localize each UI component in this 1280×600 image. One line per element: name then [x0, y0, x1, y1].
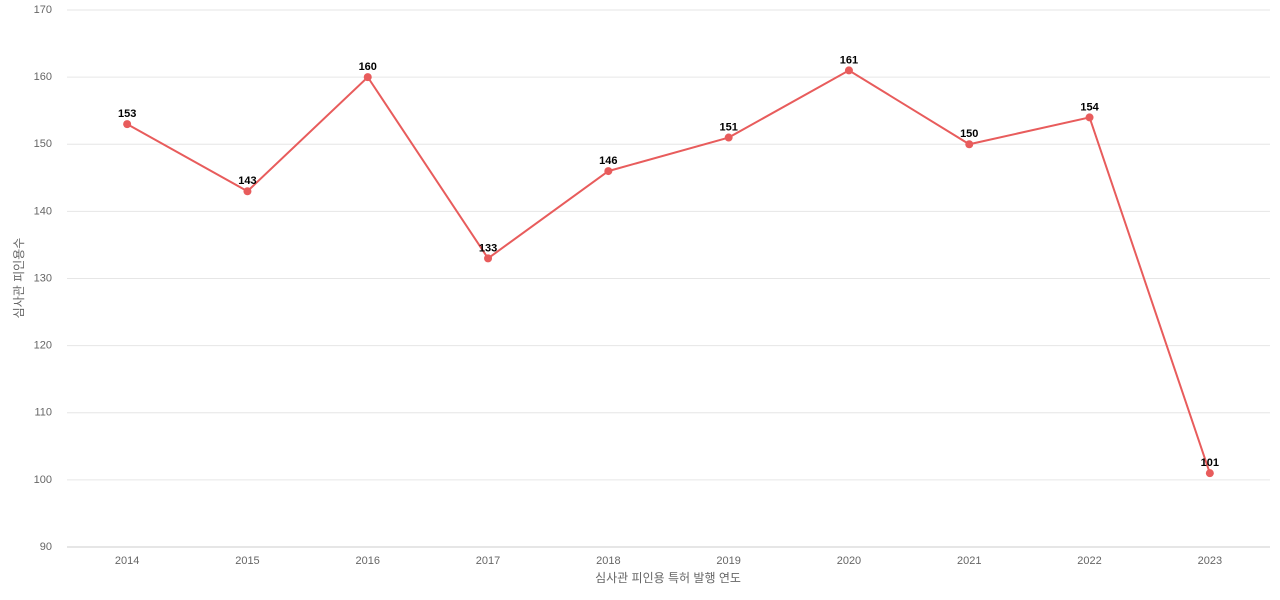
value-label: 160 — [359, 61, 377, 73]
point — [123, 120, 132, 129]
y-tick-label: 170 — [34, 4, 52, 16]
y-tick-label: 150 — [34, 138, 52, 150]
value-label: 153 — [118, 108, 136, 120]
x-tick-label: 2022 — [1077, 555, 1101, 567]
point — [363, 73, 372, 82]
y-tick-label: 140 — [34, 205, 52, 217]
value-label: 154 — [1080, 101, 1099, 113]
point — [1205, 469, 1214, 478]
x-tick-label: 2015 — [235, 555, 259, 567]
value-label: 133 — [479, 242, 497, 254]
y-axis-label: 심사관 피인용수 — [12, 238, 26, 319]
x-tick-label: 2020 — [837, 555, 861, 567]
x-tick-label: 2023 — [1198, 555, 1222, 567]
value-label: 161 — [840, 54, 858, 66]
point — [243, 187, 252, 196]
x-tick-label: 2019 — [716, 555, 740, 567]
x-tick-label: 2021 — [957, 555, 981, 567]
x-tick-label: 2014 — [115, 555, 139, 567]
x-tick-label: 2017 — [476, 555, 500, 567]
y-tick-label: 110 — [34, 407, 52, 419]
y-tick-label: 120 — [34, 340, 52, 352]
value-label: 151 — [719, 121, 737, 133]
value-label: 150 — [960, 128, 978, 140]
x-axis-label: 심사관 피인용 특허 발행 연도 — [595, 570, 741, 585]
point — [965, 140, 974, 149]
x-tick-label: 2018 — [596, 555, 620, 567]
value-label: 143 — [238, 175, 256, 187]
y-tick-label: 90 — [40, 541, 52, 553]
point — [1085, 113, 1094, 122]
value-label: 101 — [1201, 457, 1219, 469]
point — [844, 66, 853, 75]
y-tick-label: 130 — [34, 272, 52, 284]
y-tick-label: 100 — [34, 474, 52, 486]
value-label: 146 — [599, 155, 617, 167]
point — [724, 133, 733, 142]
point — [604, 167, 613, 176]
y-tick-label: 160 — [34, 71, 52, 83]
line — [126, 69, 1211, 474]
x-tick-label: 2016 — [356, 555, 380, 567]
point — [484, 254, 493, 263]
